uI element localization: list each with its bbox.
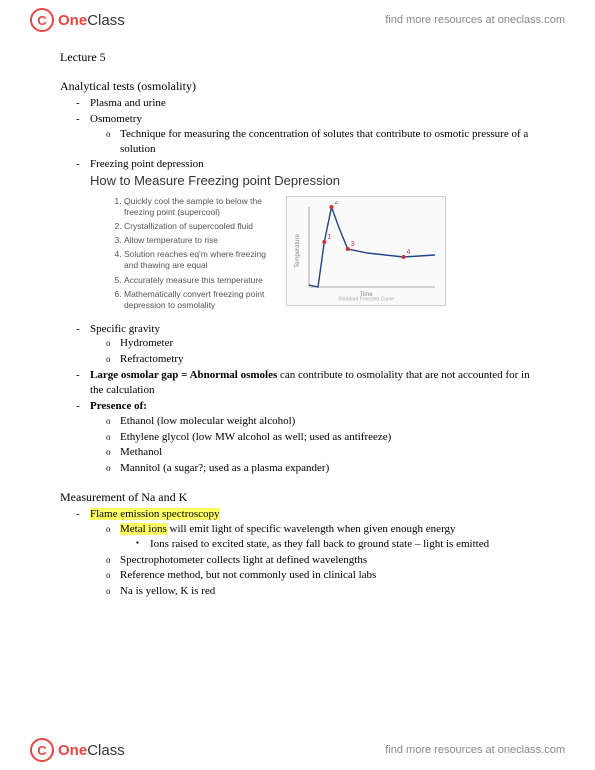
presence-label: Presence of: [90,400,147,412]
osmolar-gap-label: Large osmolar gap = Abnormal osmoles [90,369,277,381]
svg-text:3: 3 [351,241,355,248]
step-item: Crystallization of supercooled fluid [124,221,270,232]
logo-class: Class [87,12,125,29]
svg-text:2: 2 [335,201,339,206]
chart-title: How to Measure Freezing point Depression [90,173,535,188]
logo-class: Class [87,742,125,759]
step-item: Solution reaches eq'm where freezing and… [124,249,270,271]
flame-emission-label: Flame emission spectroscopy [90,508,220,520]
section-analytical: Analytical tests (osmolality) [60,79,535,94]
list-item: Hydrometer [120,336,535,351]
svg-text:Temperature: Temperature [295,234,301,268]
lecture-title: Lecture 5 [60,50,535,65]
brand-logo-footer[interactable]: C OneClass [30,738,125,762]
step-item: Accurately measure this temperature [124,275,270,286]
logo-one: One [58,12,87,29]
step-item: Mathematically convert freezing point de… [124,289,270,311]
list-item: Ethylene glycol (low MW alcohol as well;… [120,430,535,445]
step-item: Quickly cool the sample to below the fre… [124,196,270,218]
freezing-curve-chart: 1234TemperatureTimeStandard Freezing Cur… [286,196,446,306]
svg-text:1: 1 [327,234,331,241]
list-item: Spectrophotometer collects light at defi… [120,553,535,568]
logo-one: One [58,742,87,759]
list-item: Reference method, but not commonly used … [120,568,535,583]
logo-text: OneClass [58,12,125,29]
list-item: Freezing point depression [90,157,535,172]
section-measurement: Measurement of Na and K [60,490,535,505]
header-tagline[interactable]: find more resources at oneclass.com [385,14,565,26]
list-item: Ethanol (low molecular weight alcohol) [120,414,535,429]
chart-steps: Quickly cool the sample to below the fre… [110,196,270,313]
list-item: Large osmolar gap = Abnormal osmoles can… [90,368,535,398]
brand-logo[interactable]: C OneClass [30,8,125,32]
logo-text: OneClass [58,742,125,759]
logo-icon: C [30,8,54,32]
list-item: Na is yellow, K is red [120,584,535,599]
list-item: Ions raised to excited state, as they fa… [150,537,535,552]
chart-svg: 1234TemperatureTimeStandard Freezing Cur… [291,201,441,301]
list-item: Metal ions will emit light of specific w… [120,522,535,552]
list-item: Osmometry Technique for measuring the co… [90,112,535,157]
document-body: Lecture 5 Analytical tests (osmolality) … [0,40,595,640]
logo-icon: C [30,738,54,762]
svg-text:4: 4 [407,249,411,256]
list-item: Technique for measuring the concentratio… [120,127,535,157]
list-text: Specific gravity [90,323,160,335]
step-item: Allow temperature to rise [124,235,270,246]
chart-region: How to Measure Freezing point Depression… [60,173,535,313]
page-header: C OneClass find more resources at onecla… [0,0,595,40]
list-item: Plasma and urine [90,96,535,111]
list-text: Osmometry [90,113,142,125]
page-footer: C OneClass find more resources at onecla… [0,730,595,770]
footer-tagline[interactable]: find more resources at oneclass.com [385,744,565,756]
metal-ions-label: Metal ions [120,523,167,535]
list-item: Refractometry [120,352,535,367]
list-item: Presence of: Ethanol (low molecular weig… [90,399,535,476]
list-item: Methanol [120,445,535,460]
list-item: Mannitol (a sugar?; used as a plasma exp… [120,461,535,476]
list-item: Flame emission spectroscopy Metal ions w… [90,507,535,599]
svg-text:Standard Freezing Curve: Standard Freezing Curve [338,297,394,302]
list-text: will emit light of specific wavelength w… [167,523,456,535]
list-item: Specific gravity Hydrometer Refractometr… [90,322,535,368]
